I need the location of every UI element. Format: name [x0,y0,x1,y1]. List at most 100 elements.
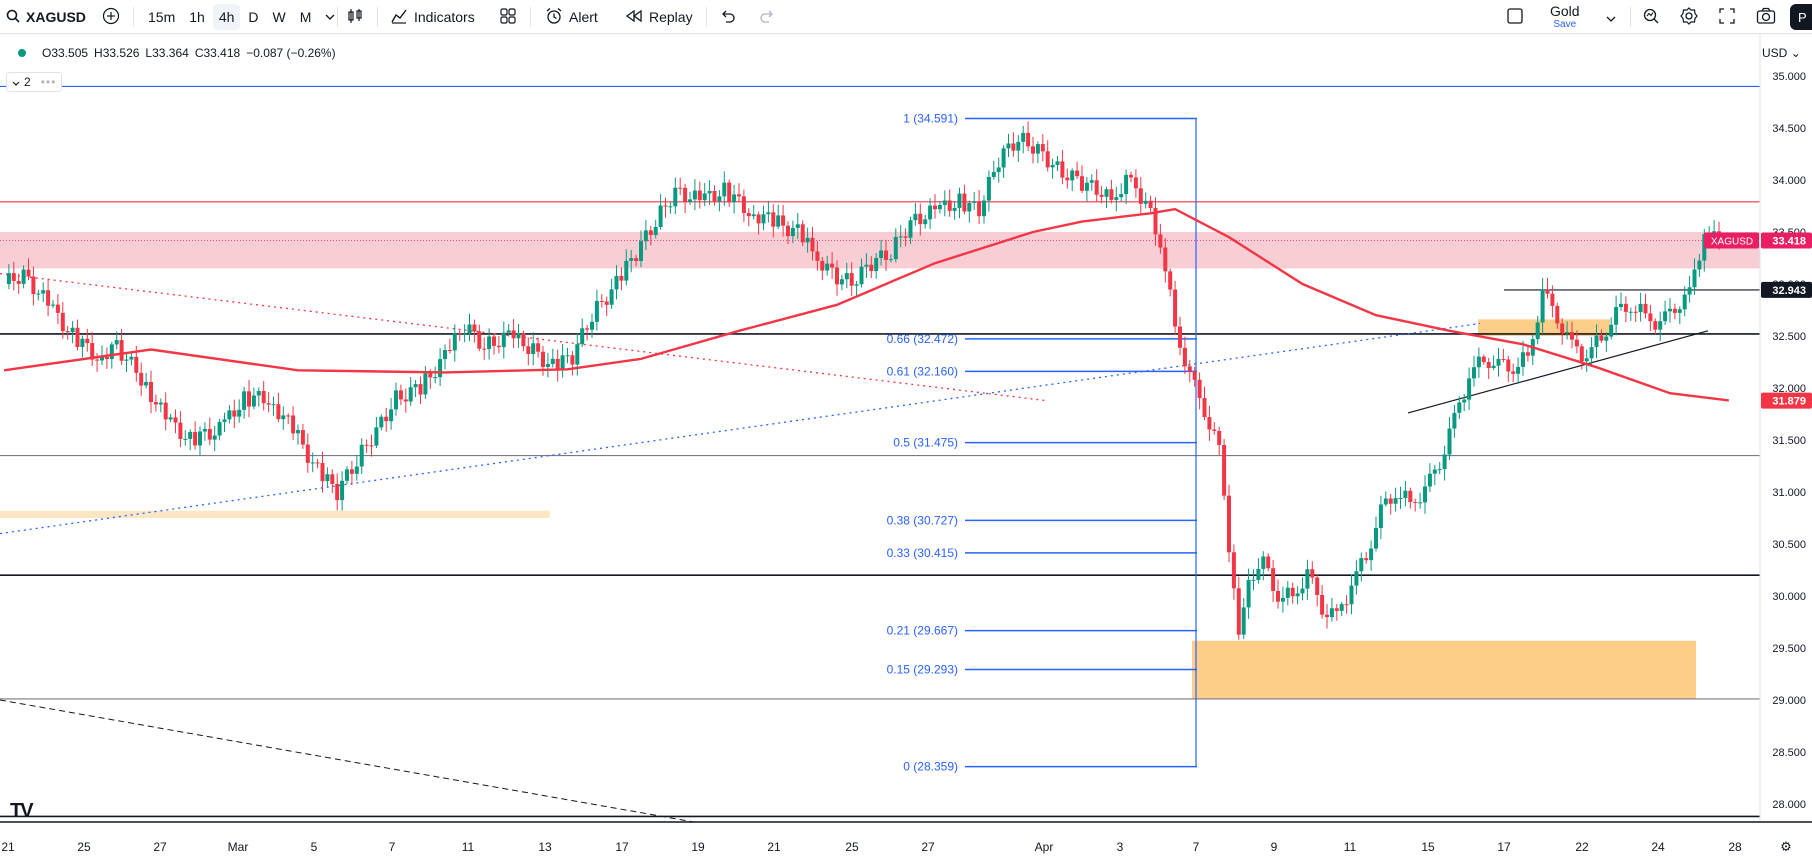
candle-down [1158,234,1163,248]
fullscreen-layout-button[interactable] [1506,0,1524,34]
timeframe-dropdown-icon[interactable] [319,4,341,30]
candles-layer [6,121,1721,640]
layout-dropdown[interactable] [1606,0,1616,34]
candle-up [614,275,619,290]
candle-down [1408,490,1413,502]
symbol-search[interactable]: XAGUSD [6,0,86,34]
candle-up [898,236,903,238]
candle-down [678,187,683,189]
candle-up [227,410,232,420]
long-term-trendline[interactable] [0,699,711,826]
candle-down [756,214,761,224]
axis-settings-gear-icon[interactable]: ⚙ [1780,840,1792,855]
chart-type-button[interactable] [346,0,364,34]
candle-up [183,438,188,440]
candle-up [839,279,844,285]
candle-up [1383,498,1388,505]
candle-up [1584,358,1589,362]
candle-down [1065,177,1070,181]
candle-down [1138,188,1143,204]
candle-up [202,428,207,432]
currency-selector[interactable]: USD ⌄ [1762,46,1801,60]
indicators-button[interactable]: Indicators [390,0,475,34]
candle-up [1393,498,1398,504]
snapshot-button[interactable] [1756,0,1776,34]
candle-up [1540,289,1545,323]
price-tick-label: 29.000 [1772,695,1806,707]
candle-up [217,421,222,436]
tradingview-logo[interactable]: TV [10,800,34,822]
candle-down [1545,289,1550,294]
timeframe-m[interactable]: M [299,9,312,25]
candle-up [237,409,242,417]
time-axis[interactable]: 21 25 27 Mar 5 7 11 13 17 19 21 25 27 Apr 3 7 9 11 15 17 22 2… [0,821,1812,857]
candle-down [1315,577,1320,596]
candle-down [26,269,31,277]
candle-up [844,273,849,280]
timeframe-w[interactable]: W [272,9,286,25]
candle-up [1374,528,1378,549]
candle-down [746,213,751,217]
ascending-triangle-support[interactable] [1407,330,1709,414]
candle-down [1109,189,1114,200]
moving-average-line[interactable] [3,207,1729,402]
fibonacci-layer[interactable]: 1 (34.591) 0.66 (32.472) 0.61 (32.160) 0.5 … [887,112,1197,774]
candle-up [1628,311,1633,313]
candle-down [1227,495,1231,553]
falling-resistance-trendline[interactable] [0,272,1046,402]
candle-up [340,480,345,501]
candle-up [1467,378,1472,400]
timeframe-1h[interactable]: 1h [189,9,205,25]
timeframe-4h[interactable]: 4h [212,4,241,30]
candle-up [761,214,766,224]
candle-up [707,190,712,194]
legend-change: −0.087 (−0.26%) [246,46,336,60]
last-symbol-badge-bg [1704,232,1759,249]
candle-up [379,416,384,428]
timeframe-d[interactable]: D [248,9,259,25]
candle-down [349,469,354,474]
candle-up [389,409,394,422]
timeframe-15m[interactable]: 15m [148,9,176,25]
zones-layer [0,34,1812,857]
redo-button[interactable] [759,0,775,34]
resistance-zone [0,232,1760,269]
candle-down [369,445,374,447]
templates-button[interactable] [499,0,517,34]
candle-down [1388,498,1393,504]
candle-up [1604,336,1609,341]
alert-button[interactable]: Alert [545,0,598,34]
settings-button[interactable] [1680,0,1698,34]
candle-up [859,266,864,285]
time-tick-label: 21 [1,840,15,854]
price-axis[interactable]: 35.00034.50034.00033.50033.00032.50032.0… [0,34,1812,857]
replay-button[interactable]: Replay [625,0,693,34]
candle-up [629,258,634,261]
candle-down [521,333,526,347]
candle-up [271,404,276,406]
chevron-down-icon [12,75,20,89]
candle-up [1535,322,1540,340]
candle-up [928,205,933,220]
candle-up [668,206,673,208]
candle-up [6,273,11,284]
indicator-count: 2 [24,75,31,89]
fib-level-label-6: 0.21 (29.667) [887,624,958,638]
candle-up [991,171,996,177]
compare-button[interactable] [102,0,120,34]
fullscreen-button[interactable] [1718,0,1736,34]
candle-down [1182,347,1187,367]
user-avatar[interactable]: P [1790,4,1812,30]
candle-down [1525,352,1530,356]
level-price-badge: 32.943 [1772,285,1806,297]
time-tick-label: 3 [1117,840,1124,854]
candle-up [242,391,247,410]
time-tick-label: Mar [228,840,249,854]
quick-search-button[interactable] [1642,0,1660,34]
undo-button[interactable] [720,0,736,34]
candle-down [46,290,51,306]
indicator-collapse-toggle[interactable]: 2 ••• [6,72,63,92]
time-tick-label: 24 [1651,840,1665,854]
layout-name[interactable]: Gold Save [1550,4,1580,32]
